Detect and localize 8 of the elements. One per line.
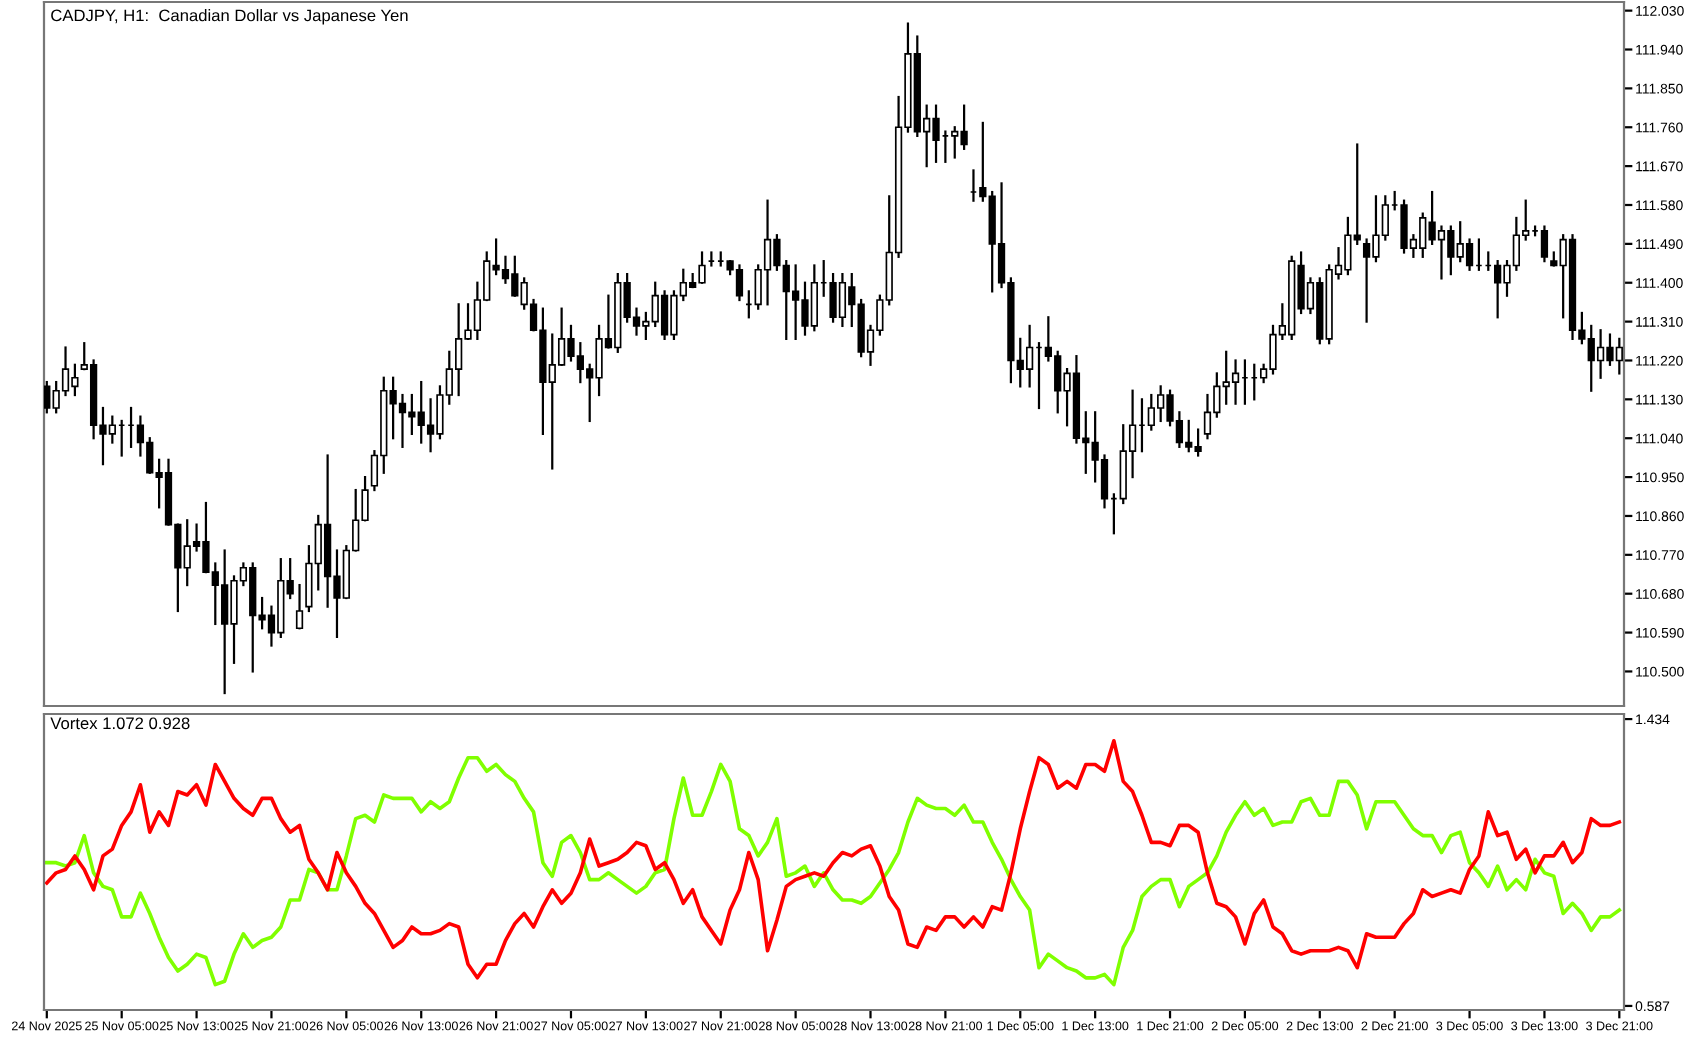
candlestick: [1231, 359, 1240, 405]
candlestick: [1540, 225, 1549, 263]
candlestick: [1465, 238, 1474, 271]
candlestick: [1025, 324, 1034, 388]
candlestick: [1203, 393, 1212, 440]
candlestick: [295, 583, 304, 630]
chart-title: CADJPY, H1: Canadian Dollar vs Japanese Yen: [51, 9, 408, 25]
chart-title: Vortex 1.072 0.928: [50, 717, 190, 730]
